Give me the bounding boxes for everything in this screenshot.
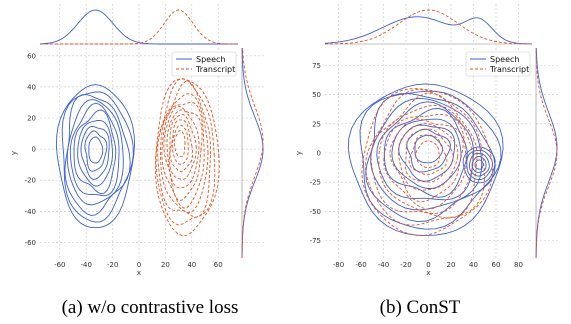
legend-label: Transcript: [489, 65, 529, 74]
transcript-contour: [157, 81, 211, 218]
speech-contour: [64, 94, 131, 216]
y-tick-label: 20: [27, 115, 36, 123]
transcript-contour: [389, 118, 464, 203]
speech-contour: [73, 109, 117, 195]
x-axis-label: x: [426, 269, 430, 277]
speech-contour: [61, 91, 134, 223]
speech-contour: [398, 124, 456, 182]
legend-label: Transcript: [195, 65, 235, 74]
x-tick-label: -80: [333, 261, 344, 269]
y-axis-label: y: [10, 151, 18, 155]
speech-hotspot-contour: [471, 155, 487, 173]
speech-hotspot-contour: [466, 149, 493, 181]
x-tick-label: 0: [426, 261, 430, 269]
transcript-contour: [383, 114, 467, 210]
speech-hotspot-contour: [474, 159, 484, 170]
transcript-contour: [163, 105, 203, 201]
y-tick-label: 60: [27, 52, 36, 60]
transcript-contour: [404, 128, 454, 183]
transcript-contour: [171, 124, 189, 165]
transcript-contour: [160, 93, 209, 214]
y-tick-label: -40: [25, 208, 36, 216]
speech-contour: [414, 134, 444, 164]
transcript-contour: [408, 134, 448, 176]
legend-box: [171, 51, 237, 77]
x-tick-label: 0: [137, 261, 141, 269]
x-tick-label: 40: [469, 261, 478, 269]
panel-b: -80 -60 -40 -20 0 20 40 60 80 -75 -50 -25 0 25 50 75 x y S…: [295, 4, 560, 277]
speech-contour: [376, 101, 474, 201]
speech-top-marginal: [324, 16, 533, 45]
speech-contour: [406, 128, 451, 173]
transcript-right-marginal: [241, 47, 264, 258]
x-tick-label: 20: [447, 261, 456, 269]
transcript-right-marginal: [535, 47, 558, 259]
speech-contour: [80, 125, 110, 180]
y-tick-label: -60: [25, 239, 36, 247]
speech-contour: [66, 99, 124, 206]
transcript-contour: [155, 78, 216, 226]
transcript-contour: [169, 114, 197, 180]
speech-hotspot-contour: [468, 152, 490, 177]
caption-b: (b) ConST: [380, 297, 461, 318]
speech-contour: [365, 93, 496, 223]
x-tick-label: -20: [400, 261, 411, 269]
transcript-contour: [166, 109, 200, 189]
transcript-contour: [361, 88, 494, 236]
speech-right-marginal: [241, 48, 264, 258]
y-tick-label: 0: [32, 146, 36, 154]
caption-a: (a) w/o contrastive loss: [62, 297, 239, 318]
y-tick-label: 40: [27, 83, 36, 91]
legend-label: Speech: [196, 55, 225, 64]
transcript-contour: [378, 104, 474, 214]
panel-a: -60 -40 -20 0 20 40 60 -60 -40 -20 0 20 40 60 x y Speech…: [10, 4, 266, 277]
transcript-contour: [365, 88, 486, 226]
speech-hotspot-contour: [462, 146, 496, 184]
speech-contour: [347, 83, 504, 237]
transcript-contour: [370, 92, 478, 219]
x-axis-label: x: [137, 269, 141, 277]
y-tick-label: -50: [310, 208, 321, 216]
legend-label: Speech: [490, 55, 519, 64]
x-tick-label: -60: [355, 261, 366, 269]
x-tick-label: 40: [187, 261, 196, 269]
transcript-contour: [169, 119, 194, 173]
x-tick-label: -40: [80, 261, 91, 269]
speech-contour: [391, 118, 462, 189]
speech-contour: [55, 84, 135, 229]
transcript-contour: [397, 123, 459, 191]
y-tick-label: -75: [310, 237, 321, 245]
transcript-top-marginal: [325, 9, 532, 45]
speech-top-marginal: [39, 9, 238, 45]
x-tick-label: -60: [54, 261, 65, 269]
legend-box: [465, 51, 531, 77]
speech-contour: [69, 102, 120, 197]
x-tick-label: 60: [214, 261, 223, 269]
x-tick-label: 20: [161, 261, 170, 269]
x-tick-label: -20: [107, 261, 118, 269]
y-tick-label: 0: [317, 150, 321, 158]
speech-contour: [359, 90, 502, 230]
y-tick-label: -25: [310, 179, 321, 187]
transcript-contour: [415, 140, 440, 168]
y-tick-label: 25: [312, 120, 321, 128]
x-tick-label: 80: [514, 261, 523, 269]
y-tick-label: 50: [312, 91, 321, 99]
speech-contour: [77, 119, 113, 187]
y-tick-label: -20: [25, 177, 36, 185]
y-tick-label: 75: [312, 62, 321, 70]
transcript-contour: [173, 129, 186, 158]
speech-contour: [88, 136, 104, 164]
x-tick-label: 60: [492, 261, 501, 269]
y-axis-label: y: [295, 151, 303, 155]
transcript-top-marginal: [40, 9, 238, 45]
speech-contour: [84, 130, 108, 172]
x-tick-label: -40: [378, 261, 389, 269]
